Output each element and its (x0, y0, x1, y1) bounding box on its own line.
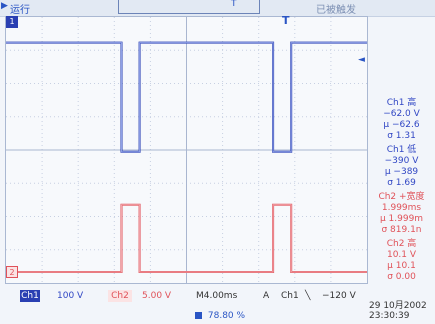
measurement-ch2-width[interactable]: Ch2 +宽度 1.999ms μ 1.999m σ 819.1n (368, 192, 435, 236)
ch2-button[interactable]: Ch2 (108, 290, 132, 302)
measurement-ch1-low[interactable]: Ch1 低 −390 V μ −389 σ 1.69 (368, 145, 435, 189)
ch1-ground-marker[interactable]: 1 (6, 16, 18, 28)
record-length-readout: 78.80 % (195, 311, 245, 321)
measurements-panel: Ch1 高 −62.0 V μ −62.6 σ 1.31 Ch1 低 −390 … (368, 98, 435, 286)
ch1-waveform-edges (6, 42, 367, 153)
trigger-source: Ch1 (281, 291, 299, 301)
date: 29 10月2002 (369, 301, 427, 311)
bottom-status-bar: Ch1 100 V Ch2 5.00 V M4.00ms A Ch1 ╲ −12… (0, 290, 435, 302)
falling-edge-icon: ╲ (305, 291, 311, 301)
ch2-scale: 5.00 V (142, 291, 172, 301)
measurement-value: 10.1 V (386, 250, 417, 260)
trigger-status: 已被触发 (316, 5, 356, 16)
ch2-waveform-edges (6, 204, 367, 273)
measurement-title: Ch1 高 (386, 98, 417, 108)
ch1-button[interactable]: Ch1 (20, 290, 40, 302)
waveform-display[interactable]: 1 2 ◄ (5, 16, 368, 284)
time: 23:30:39 (369, 311, 410, 321)
waveform-graticule (6, 17, 367, 283)
measurement-value: −62.0 V (383, 109, 420, 119)
record-length-value: 78.80 % (207, 311, 246, 321)
date-time: 29 10月2002 23:30:39 (369, 301, 427, 321)
measurement-mean: μ −389 (384, 167, 419, 177)
measurement-value: −390 V (384, 156, 419, 166)
trigger-position-marker[interactable]: T (231, 0, 237, 9)
run-icon: ▶ (1, 1, 8, 11)
measurement-title: Ch2 高 (386, 239, 417, 249)
measurement-title: Ch2 +宽度 (378, 192, 425, 202)
trigger-level: −120 V (322, 291, 356, 301)
record-icon (195, 312, 202, 319)
measurement-sigma: σ 1.69 (387, 178, 416, 188)
measurement-mean: μ 1.999m (379, 214, 424, 224)
measurement-mean: μ −62.6 (383, 120, 420, 130)
timebase: M4.00ms (196, 291, 238, 301)
measurement-ch1-high[interactable]: Ch1 高 −62.0 V μ −62.6 σ 1.31 (368, 98, 435, 142)
measurement-sigma: σ 1.31 (387, 131, 416, 141)
trigger-level-arrow[interactable]: ◄ (358, 55, 365, 65)
measurement-mean: μ 10.1 (387, 261, 416, 271)
measurement-title: Ch1 低 (386, 145, 417, 155)
trigger-position-bar[interactable]: T (118, 0, 260, 14)
run-status: 运行 (10, 5, 30, 16)
measurement-sigma: σ 0.00 (387, 272, 416, 282)
measurement-ch2-high[interactable]: Ch2 高 10.1 V μ 10.1 σ 0.00 (368, 239, 435, 283)
trigger-mode: A (263, 291, 270, 301)
ch2-ground-marker[interactable]: 2 (6, 266, 18, 278)
measurement-value: 1.999ms (381, 203, 422, 213)
measurement-sigma: σ 819.1n (381, 225, 422, 235)
top-status-bar: ▶ 运行 T 已被触发 (0, 0, 435, 17)
ch1-scale: 100 V (57, 291, 84, 301)
trigger-time-marker[interactable]: T (282, 14, 290, 27)
